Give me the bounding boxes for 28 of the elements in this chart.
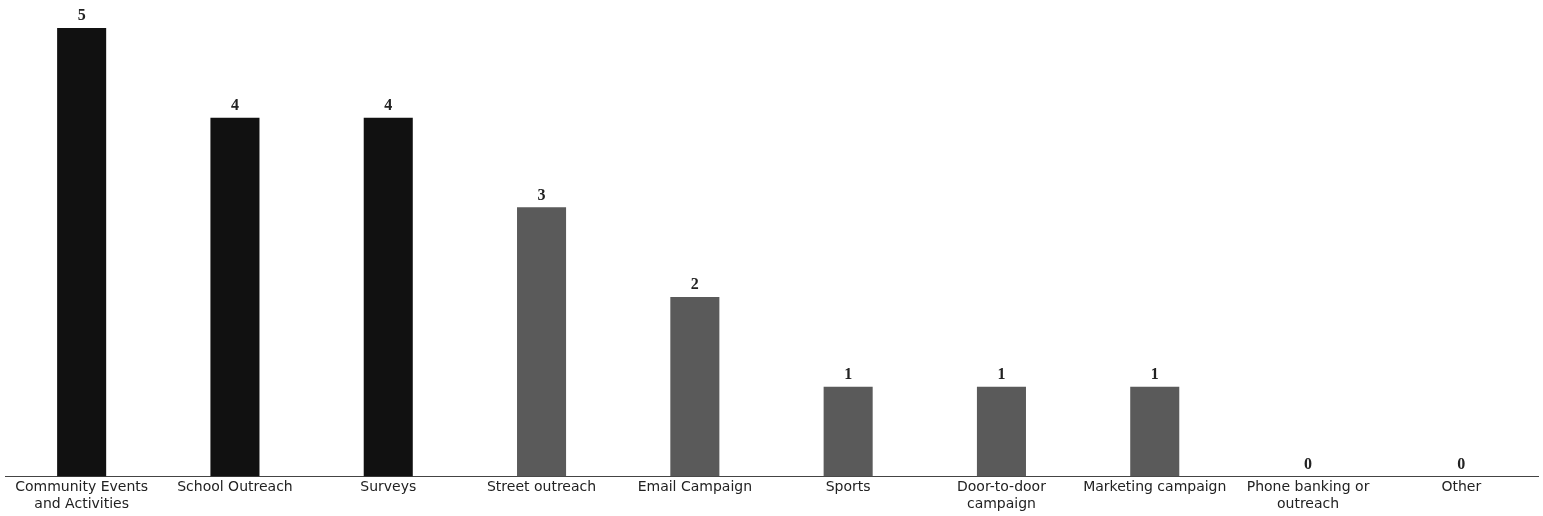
bar bbox=[1130, 386, 1180, 477]
data-label: 1 bbox=[1150, 364, 1159, 382]
x-tick-label: Email Campaign bbox=[637, 478, 753, 495]
bar bbox=[210, 117, 260, 477]
data-label: 4 bbox=[230, 95, 239, 113]
x-tick-label: Surveys bbox=[360, 478, 417, 495]
data-label: 4 bbox=[384, 95, 393, 113]
data-label: 1 bbox=[997, 364, 1006, 382]
x-tick-label: School Outreach bbox=[177, 478, 293, 495]
bar bbox=[976, 386, 1026, 477]
x-tick-label: Other bbox=[1441, 478, 1482, 495]
data-label: 2 bbox=[690, 275, 699, 293]
bar bbox=[363, 117, 413, 477]
data-label: 3 bbox=[537, 185, 546, 203]
x-tick-label: Sports bbox=[825, 478, 871, 495]
bar bbox=[57, 28, 107, 477]
bar bbox=[517, 207, 567, 477]
bar bbox=[670, 297, 720, 477]
x-tick-label: Community Events and Activities bbox=[15, 478, 149, 512]
data-label: 0 bbox=[1304, 454, 1313, 472]
x-tick-label: Door-to-door campaign bbox=[956, 478, 1047, 512]
x-tick-label: Marketing campaign bbox=[1083, 478, 1227, 495]
data-label: 5 bbox=[77, 6, 86, 24]
x-tick-label: Phone banking or outreach bbox=[1246, 478, 1370, 512]
x-tick-label: Street outreach bbox=[486, 478, 597, 495]
data-label: 1 bbox=[844, 364, 853, 382]
data-label: 0 bbox=[1457, 454, 1466, 472]
bar bbox=[823, 386, 873, 477]
